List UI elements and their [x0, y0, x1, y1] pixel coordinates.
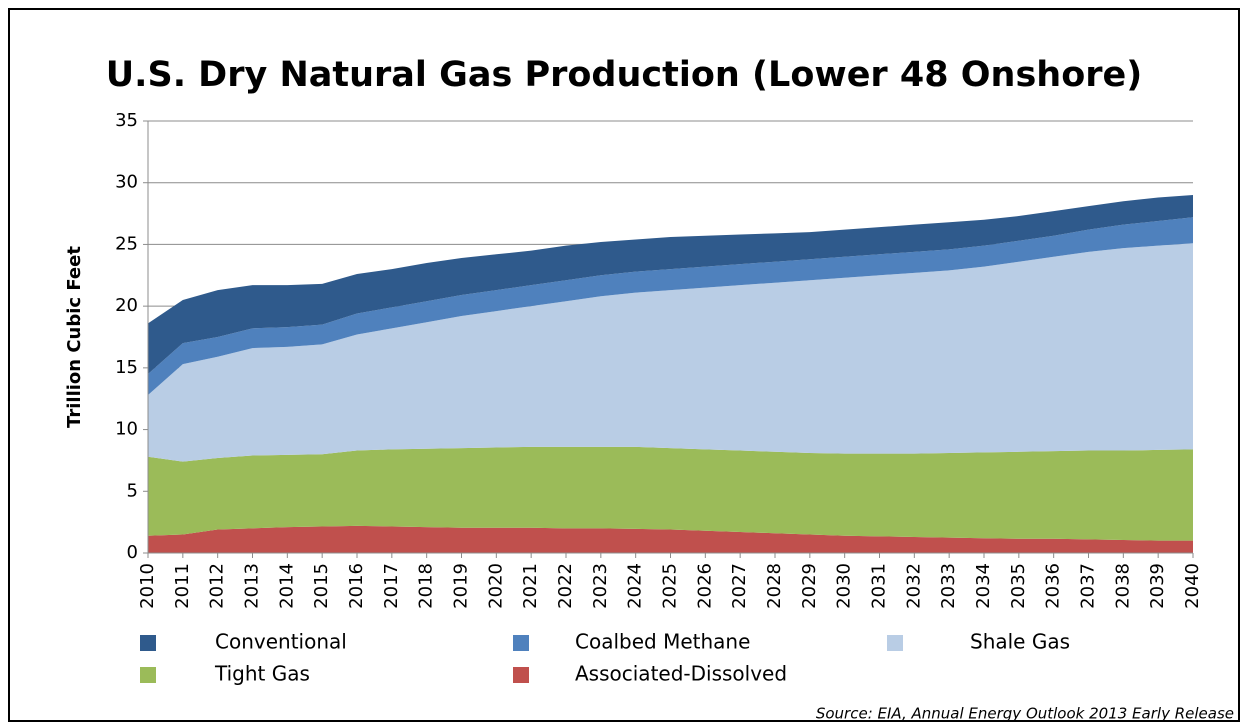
x-tick-label: 2034: [973, 563, 994, 609]
y-tick-label: 5: [127, 480, 138, 501]
y-tick-label: 30: [115, 172, 138, 193]
legend-label: Associated-Dissolved: [575, 662, 787, 686]
x-tick-label: 2037: [1078, 563, 1099, 609]
legend-label: Tight Gas: [214, 662, 310, 686]
legend-swatch: [140, 635, 156, 651]
x-tick-label: 2038: [1112, 563, 1133, 609]
area: [148, 243, 1193, 462]
x-tick-label: 2026: [694, 563, 715, 609]
area: [148, 525, 1193, 553]
legend-swatch: [140, 667, 156, 683]
x-tick-label: 2010: [137, 563, 158, 609]
x-tick-label: 2035: [1008, 563, 1029, 609]
x-tick-label: 2016: [346, 563, 367, 609]
x-tick-label: 2022: [555, 563, 576, 609]
y-tick-label: 25: [115, 233, 138, 254]
y-axis-label: Trillion Cubic Feet: [64, 246, 85, 428]
x-tick-label: 2012: [207, 563, 228, 609]
x-tick-label: 2032: [903, 563, 924, 609]
legend-label: Shale Gas: [970, 630, 1070, 654]
x-tick-label: 2015: [311, 563, 332, 609]
x-tick-label: 2011: [172, 563, 193, 609]
x-tick-label: 2036: [1043, 563, 1064, 609]
x-tick-label: 2040: [1182, 563, 1203, 609]
x-tick-label: 2017: [381, 563, 402, 609]
x-tick-label: 2013: [242, 563, 263, 609]
x-tick-label: 2020: [485, 563, 506, 609]
x-tick-label: 2018: [416, 563, 437, 609]
y-tick-label: 35: [115, 110, 138, 131]
x-tick-label: 2024: [625, 563, 646, 609]
legend-swatch: [513, 667, 529, 683]
area: [148, 195, 1193, 375]
x-tick-label: 2019: [451, 563, 472, 609]
x-tick-label: 2021: [520, 563, 541, 609]
legend-label: Coalbed Methane: [575, 630, 750, 654]
legend-swatch: [887, 635, 903, 651]
x-tick-label: 2030: [834, 563, 855, 609]
y-tick-label: 10: [115, 419, 138, 440]
legend-swatch: [513, 635, 529, 651]
x-tick-label: 2039: [1147, 563, 1168, 609]
x-tick-label: 2033: [938, 563, 959, 609]
x-tick-label: 2031: [869, 563, 890, 609]
area: [148, 217, 1193, 396]
legend-label: Conventional: [215, 630, 347, 654]
y-tick-label: 0: [127, 542, 138, 563]
source-note: Source: EIA, Annual Energy Outlook 2013 …: [816, 705, 1234, 723]
x-tick-label: 2028: [764, 563, 785, 609]
chart-title: U.S. Dry Natural Gas Production (Lower 4…: [106, 55, 1142, 95]
area: [148, 446, 1193, 541]
x-tick-label: 2025: [660, 563, 681, 609]
x-tick-label: 2027: [729, 563, 750, 609]
y-tick-label: 20: [115, 295, 138, 316]
x-tick-label: 2014: [276, 563, 297, 609]
y-tick-label: 15: [115, 357, 138, 378]
x-tick-label: 2029: [799, 563, 820, 609]
x-tick-label: 2023: [590, 563, 611, 609]
